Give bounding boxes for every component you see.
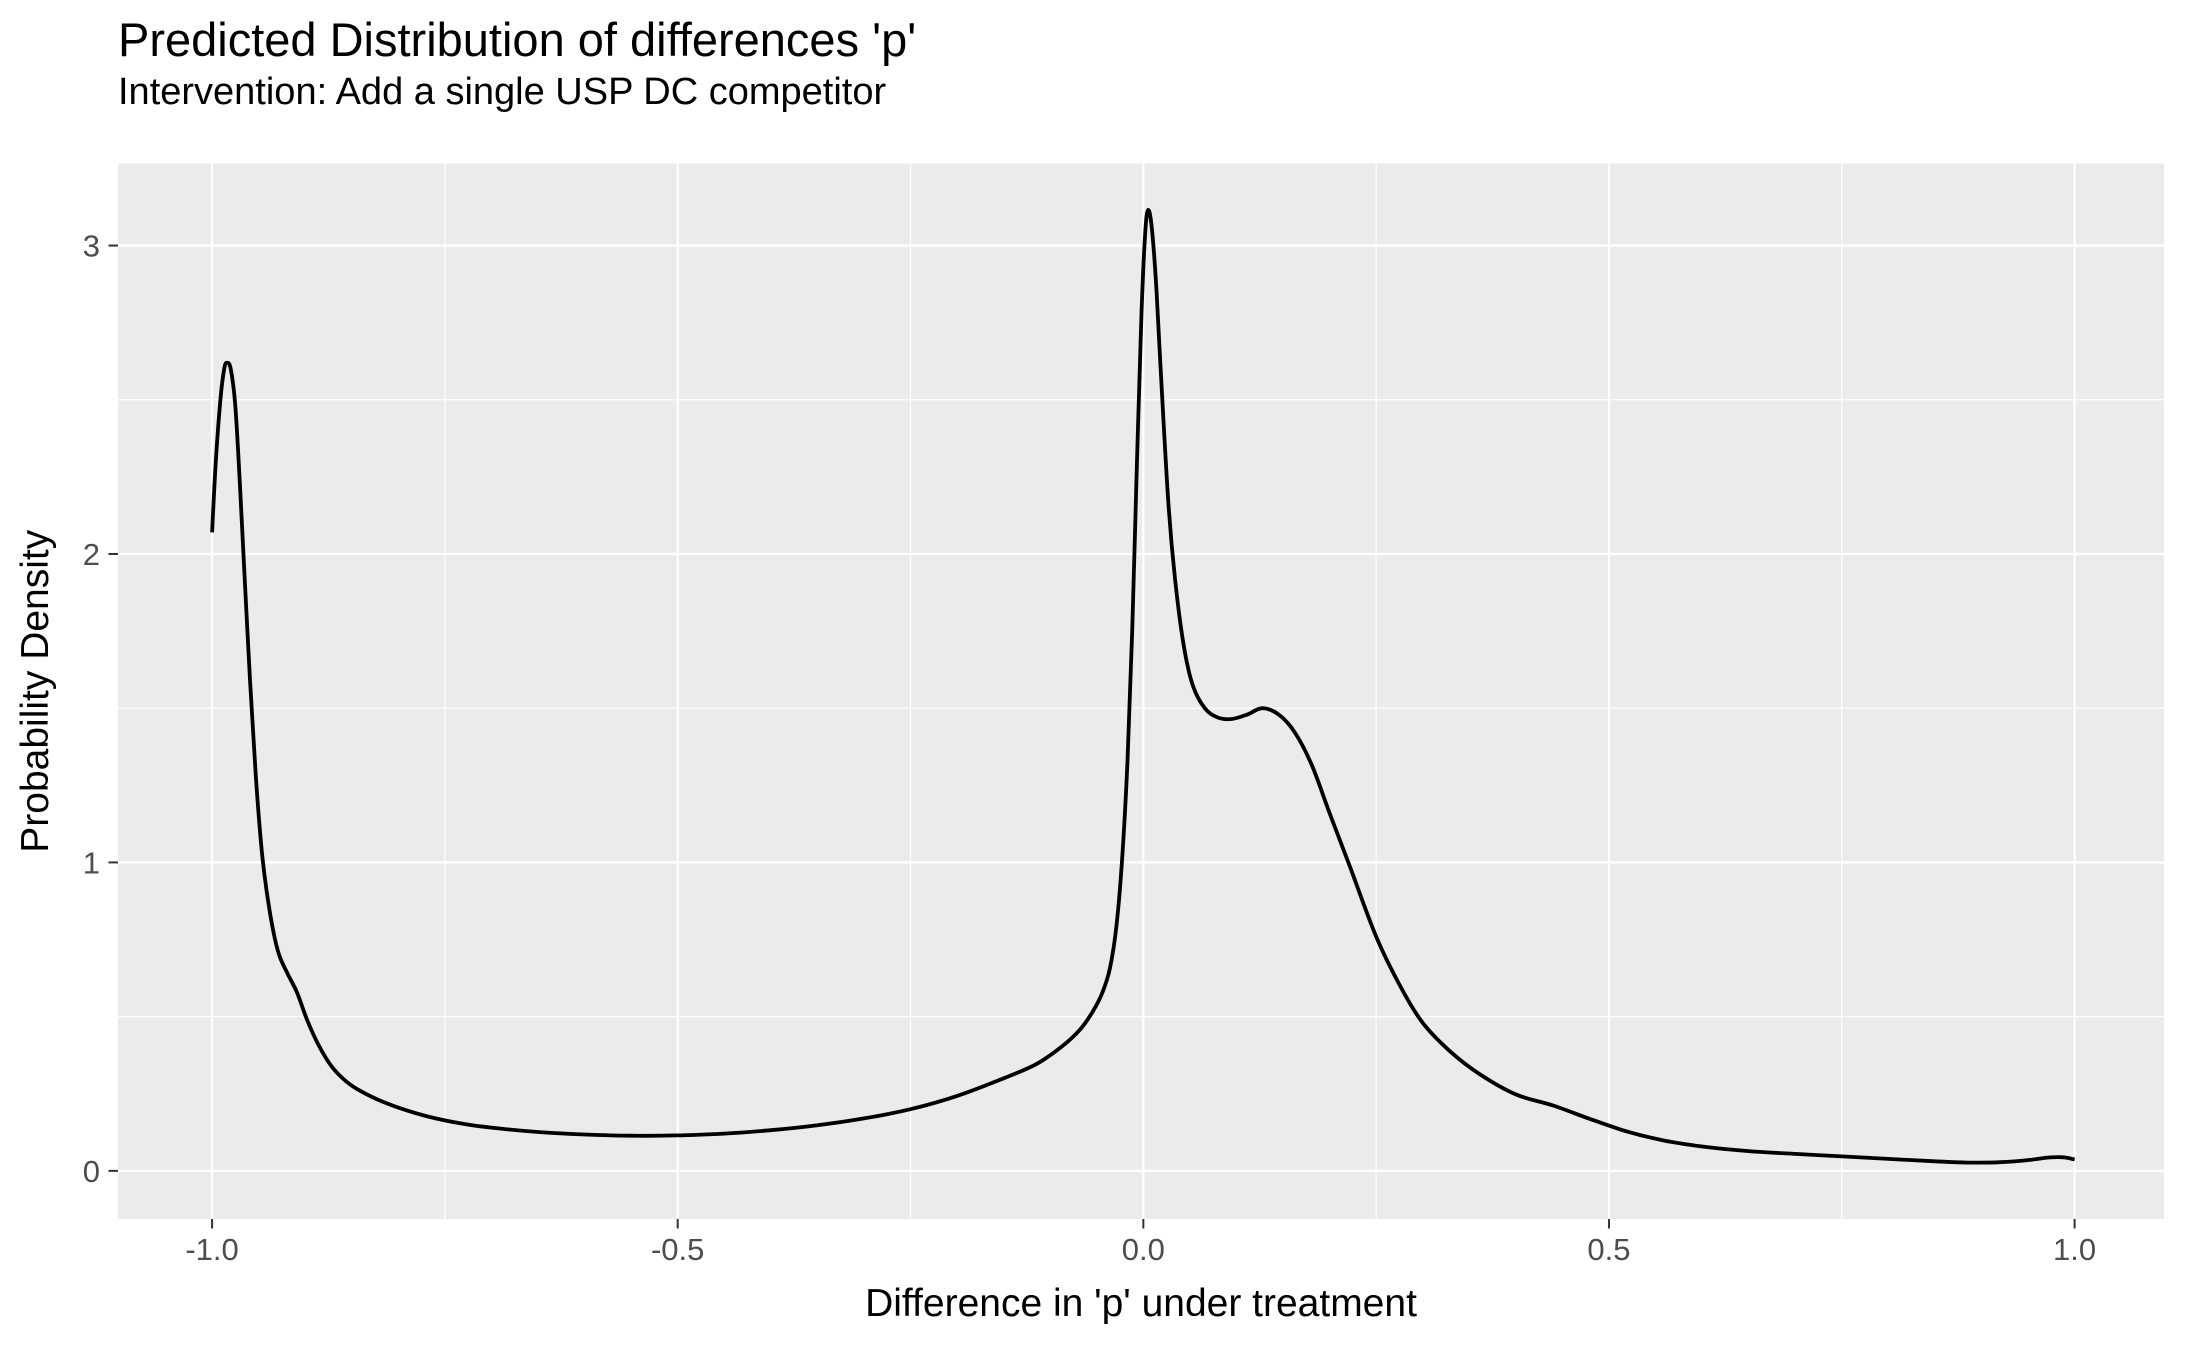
x-axis-title: Difference in 'p' under treatment [865,1282,1417,1325]
plot-subtitle: Intervention: Add a single USP DC compet… [118,71,886,113]
x-axis-tick-label: -1.0 [185,1232,238,1267]
axis-tick-marks [108,244,2076,1229]
x-axis-tick-label: 0.0 [1122,1232,1165,1267]
y-axis-tick-label: 0 [83,1154,100,1189]
y-axis-tick-label: 2 [83,537,100,572]
y-axis-title: Probability Density [14,529,57,852]
axis-tick-labels: -1.0 -0.5 0.0 0.5 1.0 0 1 2 3 [83,229,2096,1267]
x-axis-tick-label: 1.0 [2053,1232,2096,1267]
plot-title: Predicted Distribution of differences 'p… [118,13,916,66]
major-gridlines [118,163,2164,1219]
x-axis-tick-label: -0.5 [651,1232,704,1267]
minor-gridlines [118,163,2164,1219]
y-axis-tick-label: 3 [83,229,100,264]
x-axis-tick-label: 0.5 [1587,1232,1630,1267]
y-axis-tick-label: 1 [83,845,100,880]
density-curve-layer [210,208,2076,1165]
density-curve [210,208,2076,1165]
